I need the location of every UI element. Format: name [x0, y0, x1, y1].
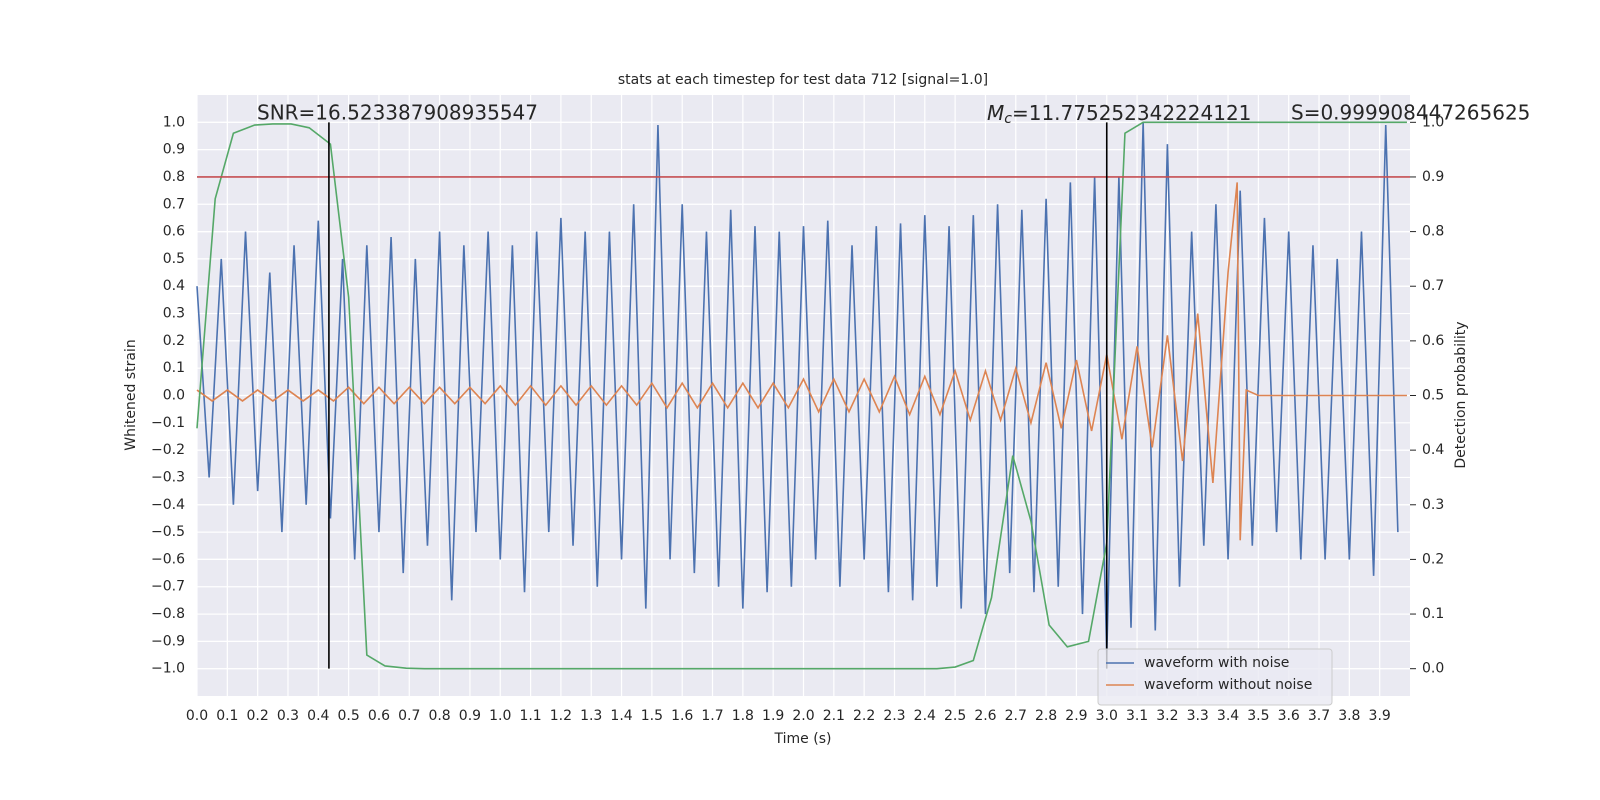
- y2-tick-label: 0.7: [1422, 278, 1444, 294]
- x-tick-label: 2.7: [1005, 708, 1027, 724]
- x-tick-label: 3.2: [1156, 708, 1178, 724]
- y2-tick-label: 0.6: [1422, 333, 1444, 349]
- x-tick-label: 1.8: [732, 708, 754, 724]
- y-tick-label: −0.2: [151, 442, 185, 458]
- x-tick-label: 3.8: [1338, 708, 1360, 724]
- x-tick-label: 2.1: [823, 708, 845, 724]
- x-tick-label: 0.3: [277, 708, 299, 724]
- y2-axis-label: Detection probability: [1453, 321, 1469, 468]
- y-tick-label: 0.2: [163, 333, 185, 349]
- y2-tick-label: 1.0: [1422, 114, 1444, 130]
- x-tick-label: 3.4: [1217, 708, 1239, 724]
- x-tick-label: 1.3: [580, 708, 602, 724]
- x-tick-label: 1.1: [519, 708, 541, 724]
- y2-tick-label: 0.5: [1422, 388, 1444, 404]
- y-tick-label: 0.6: [163, 224, 185, 240]
- x-tick-label: 2.0: [792, 708, 814, 724]
- x-tick-label: 0.4: [307, 708, 329, 724]
- legend-box: [1097, 648, 1333, 706]
- x-tick-label: 0.2: [247, 708, 269, 724]
- y-tick-label: 0.7: [163, 196, 185, 212]
- y-tick-label: −0.8: [151, 606, 185, 622]
- legend-label: waveform without noise: [1144, 677, 1312, 693]
- y-tick-label: −0.7: [151, 579, 185, 595]
- y-tick-label: 0.8: [163, 169, 185, 185]
- y-tick-label: 0.9: [163, 142, 185, 158]
- y2-tick-label: 0.3: [1422, 497, 1444, 513]
- y2-tick-label: 0.9: [1422, 169, 1444, 185]
- x-tick-label: 3.0: [1096, 708, 1118, 724]
- y2-tick-label: 0.4: [1422, 442, 1444, 458]
- y-tick-label: 1.0: [163, 114, 185, 130]
- annotation-subscript: c: [1004, 111, 1012, 127]
- x-tick-label: 0.1: [216, 708, 238, 724]
- x-tick-label: 2.8: [1035, 708, 1057, 724]
- x-tick-label: 2.6: [974, 708, 996, 724]
- y-tick-label: −0.1: [151, 415, 185, 431]
- x-tick-label: 3.5: [1247, 708, 1269, 724]
- x-tick-label: 3.6: [1278, 708, 1300, 724]
- annotation: SNR=16.523387908935547: [257, 101, 538, 125]
- y-tick-label: −0.9: [151, 633, 185, 649]
- x-tick-label: 0.5: [337, 708, 359, 724]
- x-tick-label: 2.9: [1065, 708, 1087, 724]
- y-tick-label: −1.0: [151, 661, 185, 677]
- x-tick-label: 1.9: [762, 708, 784, 724]
- y2-tick-label: 0.2: [1422, 551, 1444, 567]
- x-tick-label: 1.7: [701, 708, 723, 724]
- x-tick-label: 2.5: [944, 708, 966, 724]
- y-tick-label: 0.0: [163, 388, 185, 404]
- x-tick-label: 1.0: [489, 708, 511, 724]
- chart-title: stats at each timestep for test data 712…: [618, 72, 988, 88]
- x-tick-label: 0.6: [368, 708, 390, 724]
- x-axis-label: Time (s): [774, 731, 832, 747]
- x-tick-label: 3.9: [1369, 708, 1391, 724]
- y-axis-label: Whitened strain: [123, 339, 139, 450]
- y-tick-label: −0.5: [151, 524, 185, 540]
- x-tick-label: 0.0: [186, 708, 208, 724]
- x-tick-label: 3.3: [1187, 708, 1209, 724]
- x-tick-label: 3.7: [1308, 708, 1330, 724]
- legend-label: waveform with noise: [1144, 655, 1289, 671]
- y-tick-label: −0.3: [151, 469, 185, 485]
- y2-tick-label: 0.0: [1422, 661, 1444, 677]
- series-line: [196, 122, 1399, 656]
- y-tick-label: 0.3: [163, 306, 185, 322]
- x-tick-label: 0.9: [459, 708, 481, 724]
- x-tick-label: 2.3: [883, 708, 905, 724]
- x-tick-label: 1.5: [641, 708, 663, 724]
- y-tick-label: −0.4: [151, 497, 185, 513]
- y-tick-label: −0.6: [151, 551, 185, 567]
- x-tick-label: 2.2: [853, 708, 875, 724]
- series-line: [196, 182, 1407, 541]
- x-tick-label: 3.1: [1126, 708, 1148, 724]
- annotation: S=0.999908447265625: [1291, 101, 1530, 125]
- y2-tick-label: 0.8: [1422, 224, 1444, 240]
- y-tick-label: 0.4: [163, 278, 185, 294]
- annotation-text: =11.775252342224121: [1012, 101, 1251, 125]
- y-tick-label: 0.1: [163, 360, 185, 376]
- y2-tick-label: 0.1: [1422, 606, 1444, 622]
- series-line: [196, 121, 1407, 670]
- x-tick-label: 1.6: [671, 708, 693, 724]
- annotation: Mc=11.775252342224121: [987, 101, 1251, 128]
- x-tick-label: 0.8: [428, 708, 450, 724]
- x-tick-label: 0.7: [398, 708, 420, 724]
- annotation-symbol: M: [987, 101, 1004, 125]
- x-tick-label: 1.4: [610, 708, 632, 724]
- x-tick-label: 1.2: [550, 708, 572, 724]
- y-tick-label: 0.5: [163, 251, 185, 267]
- x-tick-label: 2.4: [914, 708, 936, 724]
